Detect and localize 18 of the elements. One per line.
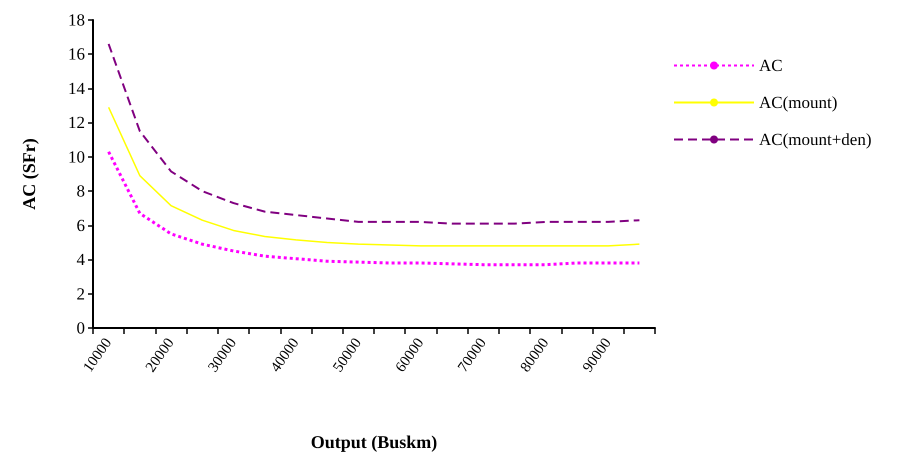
y-tick-label: 4 — [76, 250, 86, 270]
legend-label: AC(mount) — [759, 93, 838, 112]
y-tick-label: 0 — [76, 318, 85, 338]
y-axis-title: AC (SFr) — [19, 138, 39, 210]
y-tick-label: 2 — [76, 284, 85, 304]
line-series — [108, 106, 640, 247]
y-tick-label: 12 — [68, 113, 85, 132]
y-tick-label: 6 — [76, 216, 85, 235]
legend-label: AC(mount+den) — [759, 130, 872, 149]
x-axis-title: Output (Buskm) — [310, 432, 438, 452]
legend-label: AC — [759, 56, 783, 75]
y-tick-label: 18 — [68, 10, 85, 30]
line-series — [107, 150, 641, 266]
y-tick-label: 8 — [76, 182, 85, 201]
line-series — [108, 42, 640, 225]
y-tick-label: 14 — [68, 78, 86, 98]
y-tick-label: 10 — [68, 147, 85, 166]
y-tick-label: 16 — [68, 44, 85, 64]
